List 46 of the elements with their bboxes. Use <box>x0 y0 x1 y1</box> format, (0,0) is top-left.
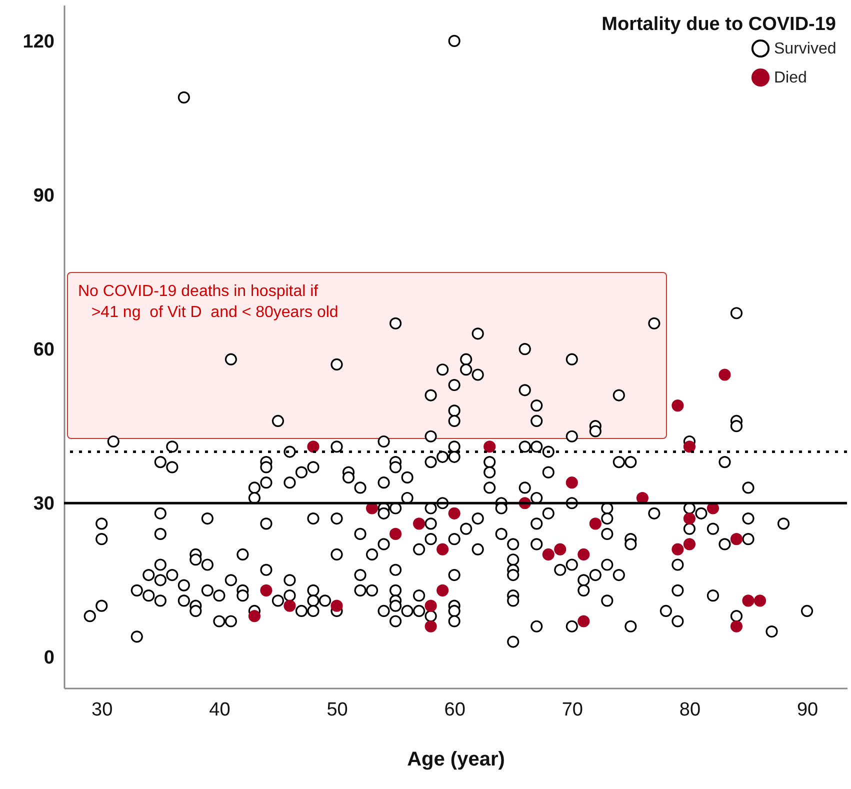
x-tick-label: 60 <box>444 700 466 720</box>
point <box>284 600 296 612</box>
x-tick-label: 90 <box>796 700 818 720</box>
point <box>683 512 696 525</box>
point <box>448 507 460 520</box>
point <box>307 440 320 453</box>
point <box>718 368 731 381</box>
y-tick-label: 90 <box>33 186 54 207</box>
point <box>424 620 437 632</box>
point <box>578 548 590 561</box>
y-tick-label: 30 <box>33 494 54 515</box>
point <box>566 476 578 489</box>
point <box>436 543 449 556</box>
point <box>683 538 696 550</box>
point <box>389 528 402 540</box>
point <box>260 584 272 596</box>
point <box>672 400 684 412</box>
point <box>742 594 754 607</box>
point <box>754 594 766 607</box>
y-tick-label: 60 <box>33 340 54 361</box>
x-tick-label: 70 <box>562 700 583 720</box>
legend-title: Mortality due to COVID-19 <box>602 14 836 35</box>
legend-label: Died <box>774 70 807 86</box>
legend-label: Survived <box>774 40 836 58</box>
x-axis-title: Age (year) <box>407 748 505 770</box>
point <box>484 440 496 453</box>
y-tick-label: 120 <box>22 31 54 52</box>
point <box>542 548 554 561</box>
x-tick-label: 30 <box>92 700 113 720</box>
point <box>683 440 696 453</box>
point <box>589 518 602 530</box>
point <box>413 518 426 530</box>
point <box>672 543 684 556</box>
point <box>330 600 343 612</box>
point <box>424 600 437 612</box>
point <box>578 615 590 628</box>
note-box: No COVID-19 deaths in hospital if >41 ng of Vit D and < 80years old <box>67 272 667 439</box>
point <box>554 543 566 556</box>
point <box>248 610 261 622</box>
x-tick-label: 40 <box>209 700 230 720</box>
point <box>436 584 449 596</box>
point <box>730 620 743 632</box>
y-tick-label: 0 <box>44 648 54 669</box>
x-tick-label: 80 <box>679 700 701 720</box>
point <box>730 533 743 546</box>
x-tick-label: 50 <box>326 700 348 720</box>
